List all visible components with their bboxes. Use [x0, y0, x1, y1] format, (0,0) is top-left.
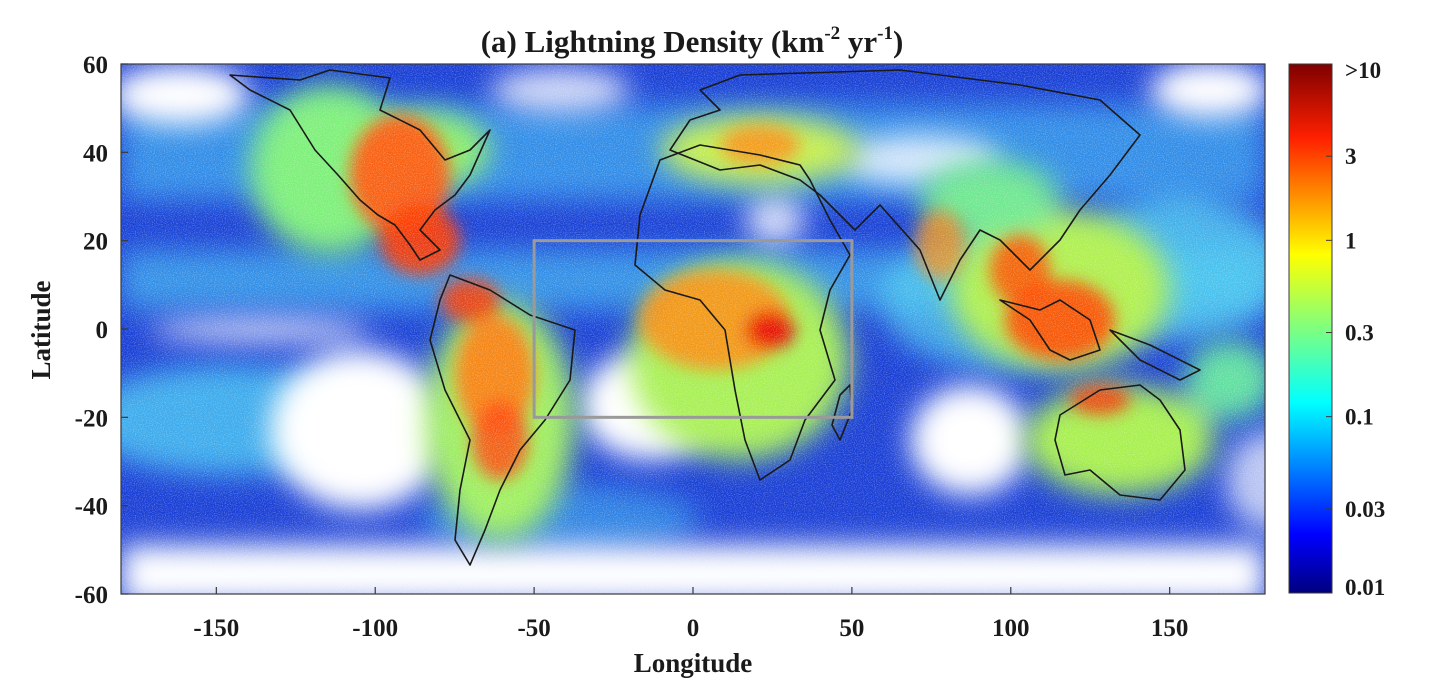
- colorbar-gradient: [1288, 63, 1333, 594]
- map-plot-area: [121, 64, 1265, 594]
- x-tick-label: -100: [352, 615, 398, 642]
- x-tick-label: -50: [517, 615, 550, 642]
- coastline-australia: [1054, 384, 1186, 501]
- y-tick-label: 0: [96, 317, 109, 344]
- x-axis-ticks: -150 -100 -50 0 50 100 150: [193, 587, 1188, 642]
- x-tick-label: -150: [193, 615, 239, 642]
- y-tick-label: 40: [83, 140, 108, 167]
- colorbar-ticks: >10 3 1 0.3 0.1 0.03 0.01: [1326, 58, 1385, 600]
- coastlines: [229, 69, 1201, 566]
- x-tick-label: 50: [839, 615, 864, 642]
- coastline-eurasia: [669, 69, 1141, 301]
- colorbar-tick-label: 0.1: [1345, 405, 1374, 430]
- title-sup-1: -2: [824, 23, 840, 44]
- y-tick-label: 60: [83, 52, 108, 79]
- y-tick-label: -60: [75, 582, 108, 609]
- highlight-box: [532, 239, 854, 419]
- x-axis-label: Longitude: [634, 648, 753, 678]
- coastline-madagascar: [831, 384, 853, 441]
- title-mid: yr: [840, 24, 877, 59]
- y-tick-label: -40: [75, 494, 108, 521]
- colorbar-tick-label: 1: [1345, 228, 1357, 253]
- x-tick-label: 150: [1151, 615, 1189, 642]
- colorbar-tick-label: 0.01: [1345, 575, 1385, 600]
- coastline-south-america: [429, 274, 576, 566]
- coastline-southeast-asia: [999, 299, 1201, 381]
- x-tick-label: 0: [687, 615, 700, 642]
- y-tick-label: 20: [83, 229, 108, 256]
- y-tick-label: -20: [75, 405, 108, 432]
- title-main: (a) Lightning Density (km: [481, 24, 825, 59]
- y-axis-ticks: 60 40 20 0 -20 -40 -60: [75, 52, 128, 609]
- x-tick-label: 100: [992, 615, 1030, 642]
- figure-title: (a) Lightning Density (km-2 yr-1): [481, 23, 904, 59]
- colorbar: >10 3 1 0.3 0.1 0.03 0.01: [1288, 58, 1385, 600]
- coastline-africa: [634, 144, 851, 481]
- colorbar-tick-label: >10: [1345, 58, 1381, 83]
- title-sup-2: -1: [877, 23, 893, 44]
- density-grain: [121, 64, 1265, 594]
- colorbar-tick-label: 0.3: [1345, 321, 1374, 346]
- colorbar-tick-label: 0.03: [1345, 497, 1385, 522]
- colorbar-tick-label: 3: [1345, 144, 1357, 169]
- title-end: ): [893, 24, 903, 59]
- coastline-north-america: [229, 69, 491, 261]
- y-axis-label: Latitude: [26, 280, 56, 379]
